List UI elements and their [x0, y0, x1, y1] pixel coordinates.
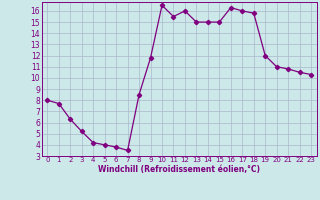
- X-axis label: Windchill (Refroidissement éolien,°C): Windchill (Refroidissement éolien,°C): [98, 165, 260, 174]
